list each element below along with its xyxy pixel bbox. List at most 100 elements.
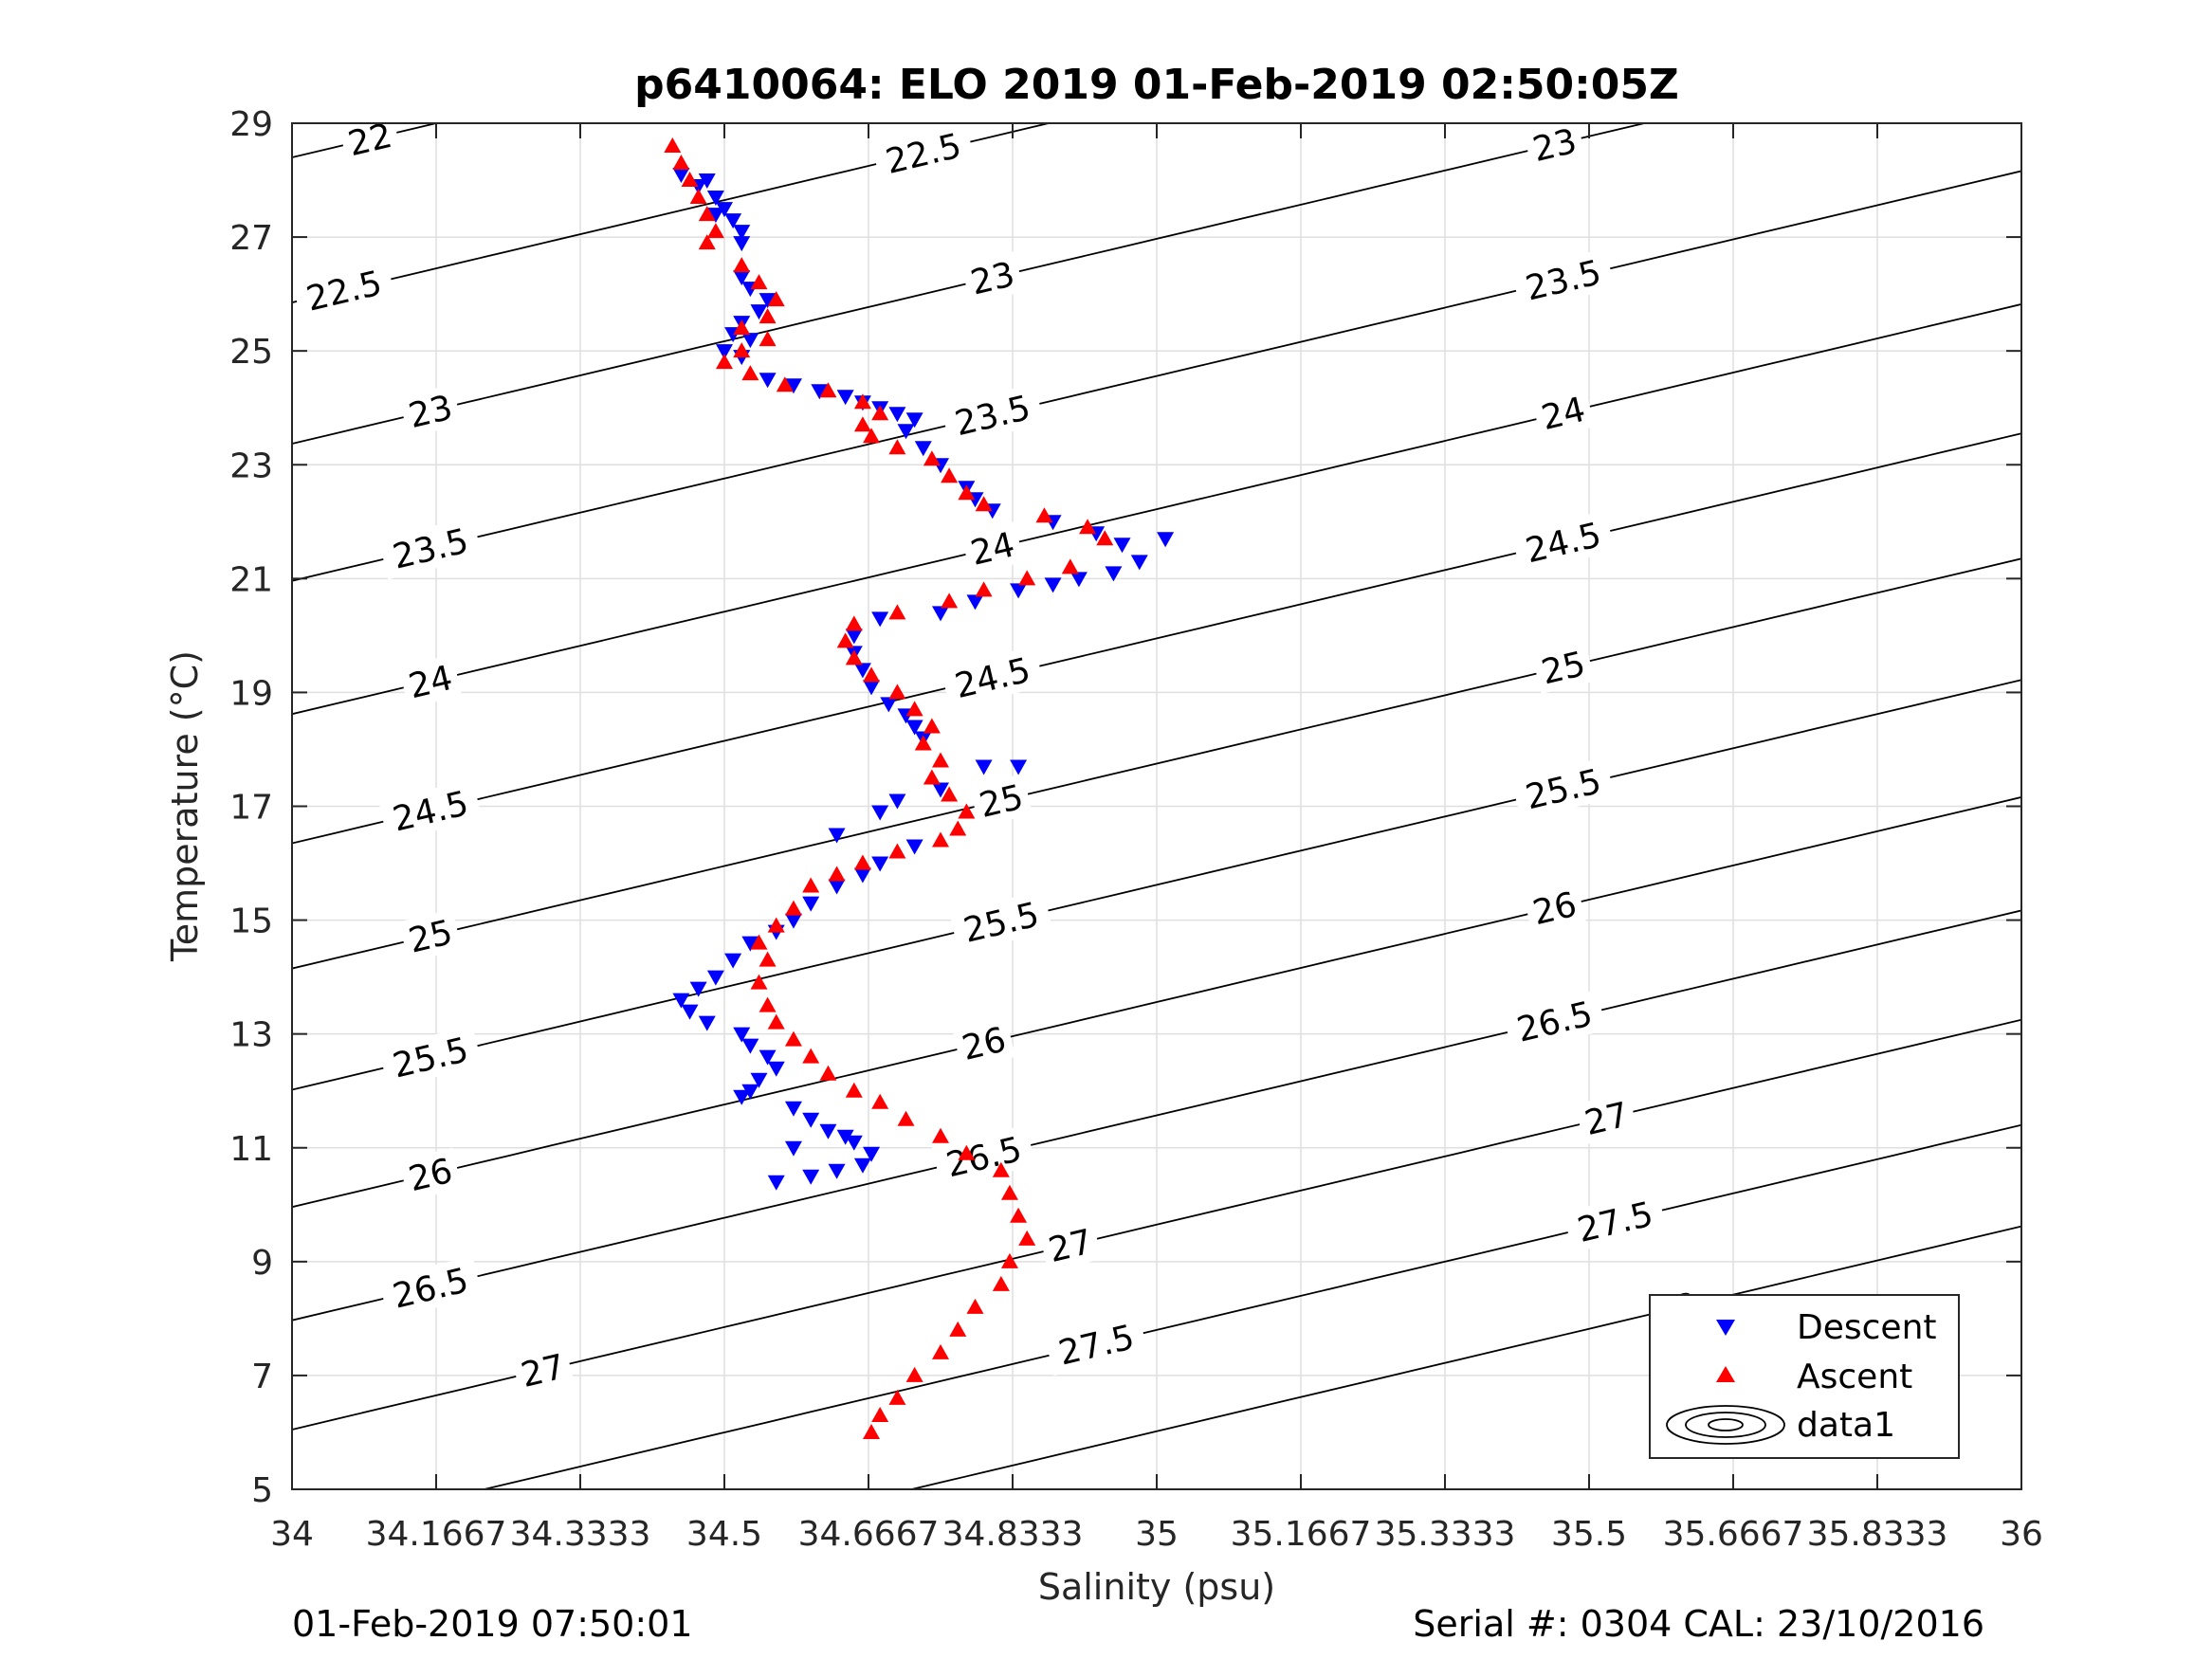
legend-data1-label: data1	[1797, 1406, 1895, 1445]
isopycnal-label-bg	[398, 908, 463, 963]
ascent-point	[975, 581, 993, 597]
ascent-point	[992, 1161, 1010, 1177]
descent-point	[819, 1123, 837, 1139]
ascent-point	[932, 752, 949, 768]
descent-point	[733, 225, 751, 241]
ascent-point	[941, 467, 959, 483]
isopycnal-label-bg	[1038, 1218, 1103, 1272]
ascent-point	[767, 1013, 785, 1030]
ascent-point	[932, 1127, 949, 1143]
isopycnal-label-bg	[1510, 757, 1616, 820]
ascent-point	[949, 820, 967, 836]
descent-point	[888, 793, 906, 810]
density-contours	[292, 123, 2021, 1489]
isopycnal-label-bg	[960, 521, 1025, 575]
descent-point	[741, 333, 759, 349]
descent-point	[1069, 572, 1088, 588]
isopycnal-label-bg	[398, 1147, 463, 1201]
isopycnal-label-bg	[398, 654, 463, 708]
descent-point	[706, 208, 724, 224]
legend-data1-contour-icon	[1666, 1405, 1785, 1445]
descent-point	[905, 412, 923, 428]
descent-point	[784, 1140, 802, 1157]
ascent-point	[845, 615, 863, 631]
isopycnal-label-bg	[378, 1025, 483, 1089]
ascent-point	[1010, 1207, 1028, 1223]
ascent-point	[759, 951, 777, 967]
descent-point	[888, 407, 906, 423]
ascent-point	[1000, 1252, 1018, 1268]
x-tick-label: 36	[2000, 1515, 2043, 1554]
ascent-point	[932, 831, 949, 848]
descent-point	[767, 1175, 785, 1191]
ascent-point	[689, 189, 707, 205]
descent-point	[914, 441, 932, 457]
isopycnal-label-bg	[292, 258, 396, 322]
ascent-point	[1061, 558, 1079, 574]
x-tick-label: 34.1667	[366, 1515, 507, 1554]
ascent-point	[672, 155, 690, 171]
x-axis-label: Salinity (psu)	[1038, 1566, 1275, 1608]
ascent-point	[836, 632, 854, 648]
ascent-point	[819, 1065, 837, 1081]
ascent-point	[767, 291, 785, 307]
isopycnal-label-bg	[1044, 1312, 1148, 1376]
footer-timestamp: 01-Feb-2019 07:50:01	[292, 1603, 693, 1645]
descent-point	[836, 1129, 854, 1145]
ascent-point	[941, 786, 959, 802]
descent-point	[811, 384, 829, 400]
descent-point	[672, 993, 690, 1009]
ascent-point	[819, 382, 837, 398]
descent-point	[698, 173, 716, 190]
ascent-point	[932, 1343, 949, 1359]
isopycnal-line	[292, 432, 2021, 845]
descent-point	[784, 1101, 802, 1117]
ascent-point	[828, 866, 846, 882]
ascent-point	[958, 803, 976, 819]
isopycnal-label-bg	[511, 1343, 575, 1397]
isopycnal-label-bg	[1574, 1091, 1638, 1145]
ascent-point	[923, 450, 941, 466]
legend-ascent-marker	[1716, 1366, 1735, 1382]
ascent-point	[941, 592, 959, 609]
descent-point	[681, 1004, 699, 1020]
ascent-point	[750, 974, 768, 990]
ascent-point	[888, 604, 906, 620]
descent-point	[871, 805, 889, 821]
x-tick-label: 35.1667	[1231, 1515, 1372, 1554]
ascent-point	[767, 917, 785, 933]
descent-point	[724, 953, 742, 969]
x-tick-label: 34.3333	[510, 1515, 651, 1554]
ascent-point	[923, 718, 941, 734]
ascent-point	[949, 1321, 967, 1337]
descent-point	[1010, 759, 1028, 775]
legend: Descent Ascent data1	[1649, 1294, 1960, 1459]
ascent-point	[958, 1144, 976, 1160]
descent-point	[802, 1112, 820, 1128]
descent-point	[1157, 532, 1175, 548]
ascent-point	[897, 1110, 915, 1126]
descent-point	[733, 236, 751, 252]
descent-point	[750, 1072, 768, 1088]
isopycnal-label-bg	[378, 1255, 483, 1320]
ascent-point	[863, 666, 881, 683]
ascent-point	[966, 1298, 984, 1314]
ascent-point	[750, 274, 768, 290]
descent-point	[828, 828, 846, 844]
y-tick-label: 21	[229, 560, 273, 599]
x-tick-label: 34	[270, 1515, 314, 1554]
legend-box	[1649, 1294, 1960, 1459]
descent-point	[759, 373, 777, 389]
descent-point	[672, 168, 690, 184]
ascent-point	[853, 416, 871, 432]
descent-point	[698, 1015, 716, 1031]
ascent-point	[853, 393, 871, 410]
descent-point	[733, 1089, 751, 1105]
ascent-point	[664, 137, 682, 154]
x-tick-label: 35.5	[1551, 1515, 1627, 1554]
ascent-point	[845, 1082, 863, 1098]
y-tick-label: 27	[229, 219, 273, 258]
ascent-point	[914, 735, 932, 751]
isopycnal-label-bg	[1510, 510, 1616, 574]
